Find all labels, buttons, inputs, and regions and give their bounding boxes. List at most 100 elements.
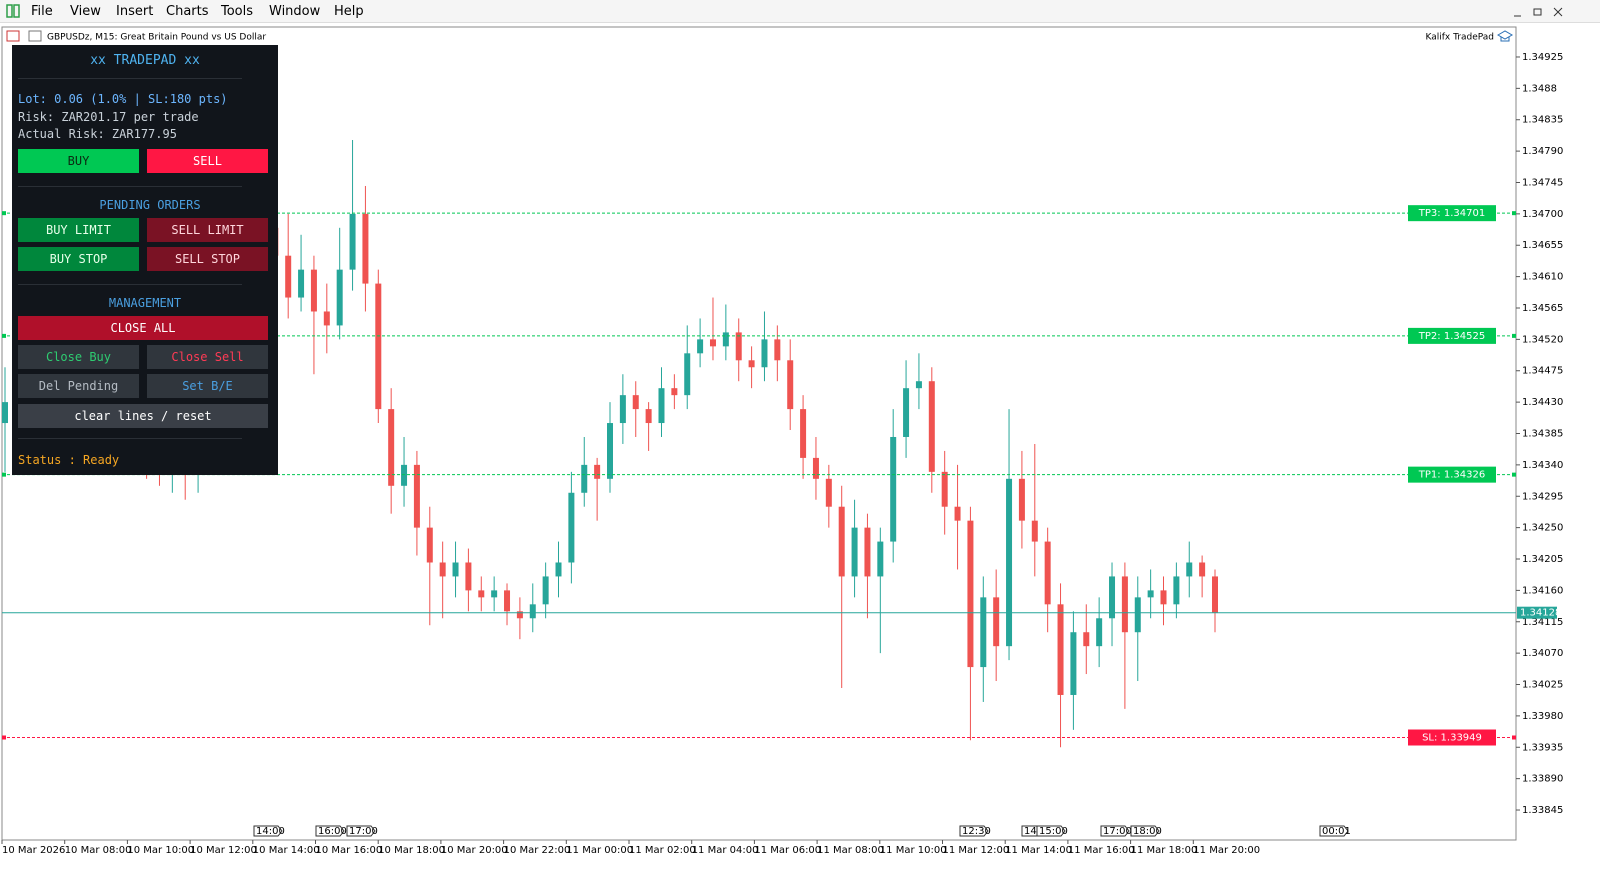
menu-item[interactable]: View — [70, 4, 101, 19]
current-price-label: 1.34128 — [1520, 608, 1561, 619]
candle-body — [825, 478, 832, 507]
level-label: TP3: 1.34701 — [1418, 208, 1485, 219]
risk-info: Risk: ZAR201.17 per trade — [18, 110, 199, 124]
candle-body — [323, 311, 330, 326]
y-tick-label: 1.34340 — [1522, 460, 1563, 471]
candle-body — [619, 395, 626, 424]
y-tick-label: 1.34655 — [1522, 240, 1563, 251]
x-tick-label: 11 Mar 06:00 — [754, 845, 821, 856]
candle-body — [504, 590, 511, 612]
session-marker: 17:00 — [1100, 825, 1132, 837]
y-tick-label: 1.34835 — [1522, 115, 1563, 126]
buy-button[interactable]: BUY — [18, 149, 139, 173]
y-tick-label: 1.34160 — [1522, 585, 1563, 596]
sell-stop-button[interactable]: SELL STOP — [147, 247, 268, 271]
buy-stop-button[interactable]: BUY STOP — [18, 247, 139, 271]
set-be-button[interactable]: Set B/E — [147, 374, 268, 398]
menu-item[interactable]: Insert — [116, 4, 154, 19]
candle-body — [1199, 562, 1206, 577]
level-handle — [1512, 735, 1516, 740]
candle-body — [1186, 562, 1193, 577]
candle-body — [465, 562, 472, 591]
clear-button[interactable]: clear lines / reset — [18, 404, 268, 428]
candle-body — [1212, 576, 1218, 613]
candle-body — [735, 332, 742, 361]
level-box[interactable] — [1408, 729, 1496, 746]
candle-body — [581, 464, 588, 493]
session-marker-box — [959, 825, 989, 837]
y-tick-label: 1.33980 — [1522, 711, 1563, 722]
section-heading: MANAGEMENT — [108, 296, 182, 310]
candle-body — [697, 339, 704, 354]
level-handle — [2, 211, 6, 216]
candle-body — [1070, 632, 1077, 695]
candle-body — [684, 353, 691, 396]
sell-button[interactable]: SELL — [147, 149, 268, 173]
level-handle — [1512, 333, 1516, 338]
del-pending-button[interactable]: Del Pending — [18, 374, 139, 398]
level-handle — [1512, 472, 1516, 477]
x-tick-label: 11 Mar 14:00 — [1005, 845, 1072, 856]
candle-body — [1096, 618, 1103, 647]
session-marker-label: 00:01 — [1322, 826, 1351, 837]
session-marker: 12:30 — [959, 825, 991, 837]
tradepad-panel: xx TRADEPAD xx Lot: 0.06 (1.0% | SL:180 … — [12, 45, 278, 475]
x-tick-label: 11 Mar 04:00 — [692, 845, 759, 856]
menu-item[interactable]: File — [31, 4, 53, 19]
menu-item[interactable]: Help — [334, 4, 364, 19]
close-buy-button[interactable]: Close Buy — [18, 345, 139, 369]
y-tick-label: 1.34700 — [1522, 209, 1563, 220]
buy-limit-button[interactable]: BUY LIMIT — [18, 218, 139, 242]
x-tick-label: 10 Mar 16:00 — [316, 845, 383, 856]
candle-body — [478, 590, 485, 598]
session-marker: 14:00 — [253, 825, 285, 837]
level-box[interactable] — [1408, 327, 1496, 344]
window-controls[interactable] — [1510, 5, 1566, 19]
sell-limit-button[interactable]: SELL LIMIT — [147, 218, 268, 242]
level-box[interactable] — [1408, 205, 1496, 222]
chart-icon — [28, 30, 42, 42]
candle-body — [594, 464, 601, 479]
close-sell-button[interactable]: Close Sell — [147, 345, 268, 369]
candle-body — [349, 213, 356, 270]
x-tick-label: 10 Mar 18:00 — [378, 845, 445, 856]
candle-body — [426, 527, 433, 563]
menu-item[interactable]: Charts — [166, 4, 209, 19]
candle-body — [439, 562, 446, 577]
candle-body — [967, 520, 974, 668]
level-label: SL: 1.33949 — [1422, 733, 1482, 744]
candle-body — [555, 562, 562, 577]
session-marker-box — [1319, 825, 1349, 837]
candle-body — [298, 269, 305, 298]
y-tick-label: 1.34205 — [1522, 554, 1563, 565]
y-tick-label: 1.33935 — [1522, 742, 1563, 753]
level-handle — [2, 472, 6, 477]
candle-body — [851, 527, 858, 577]
session-marker-box — [315, 825, 345, 837]
y-tick-label: 1.34115 — [1522, 617, 1563, 628]
candle-body — [2, 402, 8, 424]
candle-body — [877, 541, 884, 577]
menu-item[interactable]: Window — [269, 4, 321, 19]
panel-title: xx TRADEPAD xx — [90, 53, 200, 68]
y-tick-label: 1.34070 — [1522, 648, 1563, 659]
x-tick-label: 10 Mar 10:00 — [127, 845, 194, 856]
candle-body — [645, 409, 652, 424]
y-tick-label: 1.34610 — [1522, 272, 1563, 283]
candle-body — [310, 269, 317, 312]
close-all-button[interactable]: CLOSE ALL — [18, 316, 268, 340]
candle-body — [748, 360, 755, 368]
level-box[interactable] — [1408, 466, 1496, 483]
candle-body — [800, 409, 807, 458]
y-tick-label: 1.34295 — [1522, 491, 1563, 502]
session-marker-box — [1100, 825, 1130, 837]
y-tick-label: 1.34250 — [1522, 523, 1563, 534]
candle-body — [1006, 478, 1013, 647]
current-price-box — [1517, 606, 1557, 619]
indicator-name: Kalifx TradePad — [1425, 33, 1494, 43]
x-tick-label: 11 Mar 08:00 — [817, 845, 884, 856]
candle-body — [375, 283, 382, 410]
x-tick-label: 11 Mar 12:00 — [943, 845, 1010, 856]
separator — [18, 438, 242, 439]
menu-item[interactable]: Tools — [221, 4, 254, 19]
